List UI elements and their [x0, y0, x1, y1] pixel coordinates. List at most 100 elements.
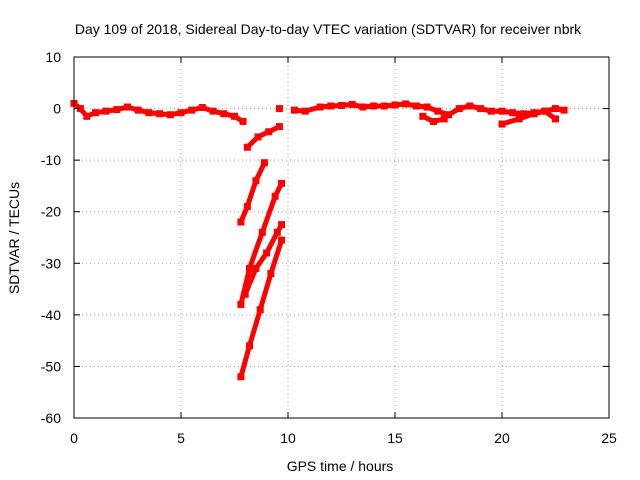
y-tick-label: -30	[41, 255, 61, 271]
data-point	[434, 107, 442, 115]
data-point	[455, 105, 463, 113]
series-isolated	[275, 105, 283, 113]
x-tick-label: 10	[280, 430, 296, 446]
data-point	[237, 218, 245, 226]
series-dip-3	[241, 221, 286, 298]
axis-ticks: 0 5 10 15 20 25 -60 -50 -40 -30 -20 -10 0 10	[41, 49, 617, 446]
data-point	[241, 290, 249, 298]
series-late-low	[419, 112, 448, 125]
data-point	[419, 112, 427, 120]
data-point	[177, 109, 185, 117]
data-point	[145, 109, 153, 117]
data-point	[124, 103, 131, 111]
y-tick-label: -20	[41, 204, 61, 220]
data-point	[271, 192, 279, 200]
data-point	[260, 159, 268, 167]
data-point	[348, 100, 356, 108]
series-dip-4	[237, 236, 286, 381]
grid	[74, 57, 609, 418]
data-point	[275, 123, 283, 131]
x-axis-label: GPS time / hours	[287, 458, 394, 474]
data-point	[83, 112, 91, 120]
data-point	[278, 179, 286, 187]
data-point	[278, 236, 286, 244]
y-tick-label: -10	[41, 152, 61, 168]
data-point	[541, 107, 549, 115]
data-point	[487, 107, 495, 115]
data-point	[265, 128, 273, 136]
data-point	[258, 228, 266, 236]
data-point	[380, 102, 388, 110]
data-point	[552, 105, 559, 113]
data-point	[91, 109, 99, 117]
data-point	[278, 221, 286, 229]
data-point	[256, 306, 264, 314]
data-point	[359, 103, 367, 111]
data-point	[113, 106, 121, 114]
series-trace	[238, 160, 267, 225]
series-dip-1	[237, 159, 268, 226]
data-point	[231, 112, 238, 120]
x-tick-label: 25	[601, 430, 617, 446]
data-point	[370, 102, 378, 110]
data-point	[552, 115, 559, 123]
series-dip-2	[237, 179, 286, 309]
x-tick-label: 15	[387, 430, 403, 446]
data-point	[519, 110, 527, 118]
data-point	[254, 133, 262, 141]
data-point	[243, 143, 251, 151]
data-point	[391, 101, 399, 109]
data-point	[316, 103, 324, 111]
data-point	[220, 110, 228, 118]
y-tick-label: -60	[41, 410, 61, 426]
data-point	[412, 102, 420, 110]
data-point	[243, 203, 251, 211]
y-tick-label: -40	[41, 307, 61, 323]
data-point	[477, 105, 485, 113]
x-tick-label: 0	[70, 430, 78, 446]
data-point	[430, 117, 438, 125]
data-point	[498, 107, 506, 115]
data-point	[134, 106, 142, 114]
data-point	[301, 107, 309, 115]
data-point	[530, 110, 538, 118]
data-point	[423, 103, 431, 111]
data-point	[209, 107, 217, 115]
data-point	[102, 107, 110, 115]
series-trace	[244, 124, 282, 150]
data-point	[338, 101, 345, 109]
data-point	[237, 301, 245, 309]
data-point	[273, 228, 281, 236]
data-point	[267, 270, 275, 278]
data-point	[188, 106, 196, 114]
data-point	[498, 120, 506, 128]
chart-title: Day 109 of 2018, Sidereal Day-to-day VTE…	[75, 21, 582, 37]
data-point	[252, 264, 260, 272]
y-tick-label: -50	[41, 358, 61, 374]
data-point	[327, 102, 335, 110]
plot-frame	[73, 56, 610, 419]
data-point	[198, 104, 206, 112]
data-point	[509, 109, 517, 117]
data-point	[560, 106, 568, 114]
data-point	[515, 115, 523, 123]
data-point	[237, 373, 245, 381]
data-point	[445, 111, 452, 119]
data-point	[245, 342, 253, 350]
data-point	[245, 264, 253, 272]
y-tick-label: 10	[45, 49, 61, 65]
y-tick-label: 0	[53, 101, 61, 117]
data-point	[440, 115, 448, 123]
data-point	[156, 110, 164, 118]
data-point	[466, 102, 474, 110]
data-point	[275, 105, 283, 113]
x-tick-label: 20	[494, 430, 510, 446]
series-late-branch	[498, 107, 559, 128]
x-tick-label: 5	[177, 430, 185, 446]
series-baseline-late	[290, 100, 568, 119]
data-point	[290, 106, 298, 114]
data-point	[263, 249, 271, 257]
data-point	[166, 111, 174, 119]
